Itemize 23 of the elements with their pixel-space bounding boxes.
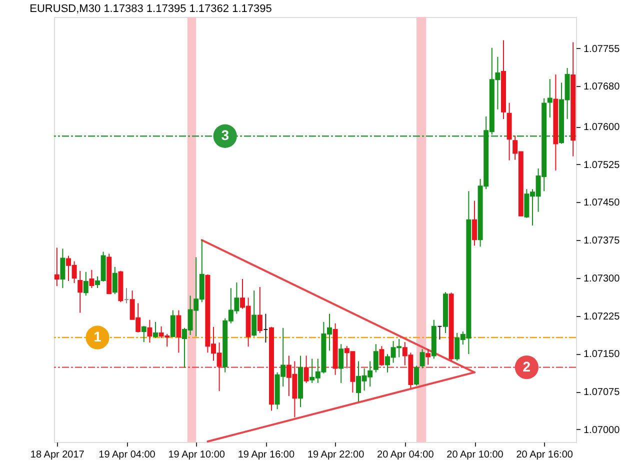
x-tick-label: 19 Apr 22:00 bbox=[307, 450, 365, 460]
y-tick-label: 1.07075 bbox=[584, 387, 620, 398]
x-tick-label: 20 Apr 16:00 bbox=[516, 450, 574, 460]
annotation: 1 bbox=[94, 328, 102, 345]
x-tick-label: 20 Apr 04:00 bbox=[377, 450, 434, 460]
y-tick-label: 1.07000 bbox=[584, 424, 620, 436]
annotation: 2 bbox=[522, 358, 531, 374]
y-tick-label: 1.07300 bbox=[584, 273, 620, 284]
x-tick-label: 18 Apr 2017 bbox=[30, 450, 85, 460]
y-tick-label: 1.07450 bbox=[584, 198, 620, 209]
y-tick-label: 1.07600 bbox=[584, 122, 620, 134]
y-tick-label: 1.07225 bbox=[584, 311, 620, 322]
annotation: 3 bbox=[221, 127, 230, 144]
x-tick-label: 20 Apr 10:00 bbox=[446, 450, 504, 460]
y-tick-label: 1.07755 bbox=[584, 44, 620, 55]
x-tick-label: 19 Apr 16:00 bbox=[238, 450, 295, 460]
y-tick-label: 1.07525 bbox=[584, 160, 620, 171]
y-tick-label: 1.07680 bbox=[584, 82, 620, 93]
x-tick-label: 19 Apr 10:00 bbox=[168, 450, 226, 460]
x-tick-label: 19 Apr 04:00 bbox=[98, 450, 156, 460]
chart-title: EURUSD,M30 1.17383 1.17395 1.17362 1.17395 bbox=[30, 3, 272, 15]
y-tick-label: 1.07375 bbox=[584, 236, 620, 247]
y-tick-label: 1.07150 bbox=[584, 349, 620, 360]
